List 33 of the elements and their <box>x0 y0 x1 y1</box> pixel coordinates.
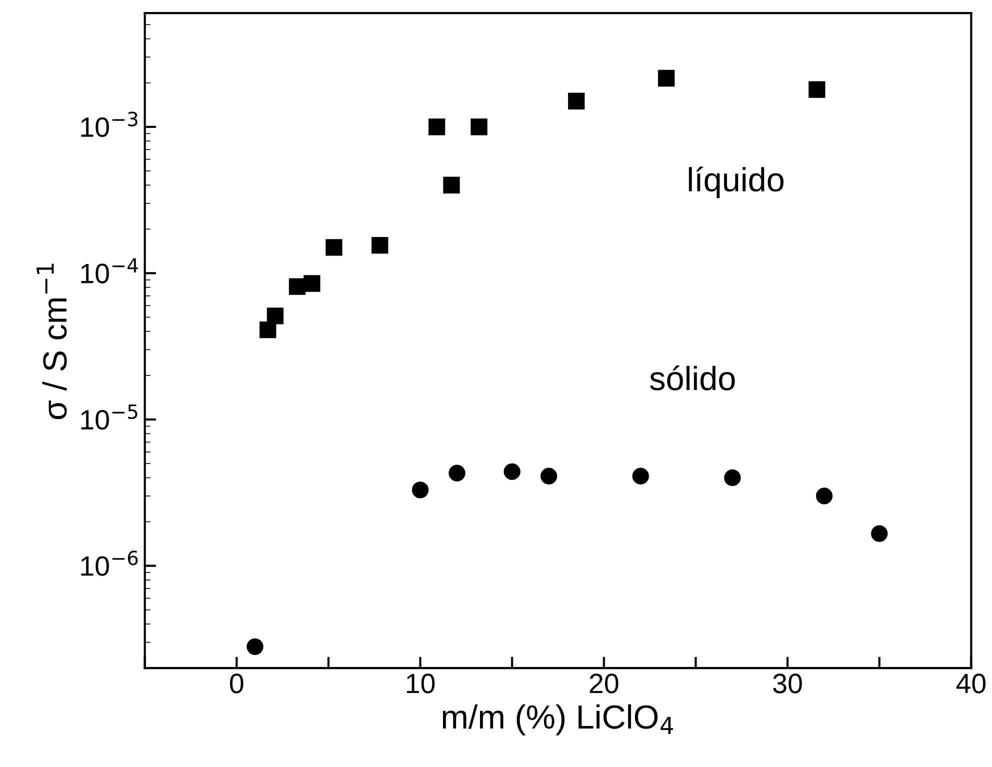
x-tick-label: 20 <box>590 674 618 694</box>
text: sólido <box>650 365 735 390</box>
y-tick-label: 10$^{−6}$ <box>81 550 138 576</box>
x-tick-label: 10 <box>406 674 435 694</box>
point <box>658 70 675 87</box>
point <box>246 638 264 656</box>
point <box>632 468 649 484</box>
y-axis-title: σ / S cm$^{−1}$ <box>36 264 67 420</box>
point <box>724 469 741 486</box>
point <box>504 463 520 480</box>
point <box>304 275 320 292</box>
y-tick-label: 10$^{−4}$ <box>81 258 138 284</box>
point <box>816 488 833 504</box>
text: líquido <box>688 166 784 198</box>
point <box>568 92 585 110</box>
x-axis-title: m/m (%) LiClO$_{4}$ <box>442 704 674 736</box>
x-tick-label: 0 <box>230 674 244 694</box>
point <box>871 525 888 542</box>
point <box>443 176 460 194</box>
point <box>326 239 342 256</box>
point <box>266 308 284 324</box>
x-tick-label: 30 <box>773 674 802 694</box>
y-tick-label: 10$^{−5}$ <box>81 404 138 430</box>
point <box>808 81 826 98</box>
y-tick-label: 10$^{−3}$ <box>81 112 138 138</box>
x-tick-label: 40 <box>956 674 986 694</box>
point <box>428 118 446 136</box>
point <box>372 237 388 254</box>
point <box>412 482 429 498</box>
point <box>470 118 488 136</box>
point <box>448 464 466 482</box>
point <box>540 468 558 484</box>
point <box>288 278 306 295</box>
